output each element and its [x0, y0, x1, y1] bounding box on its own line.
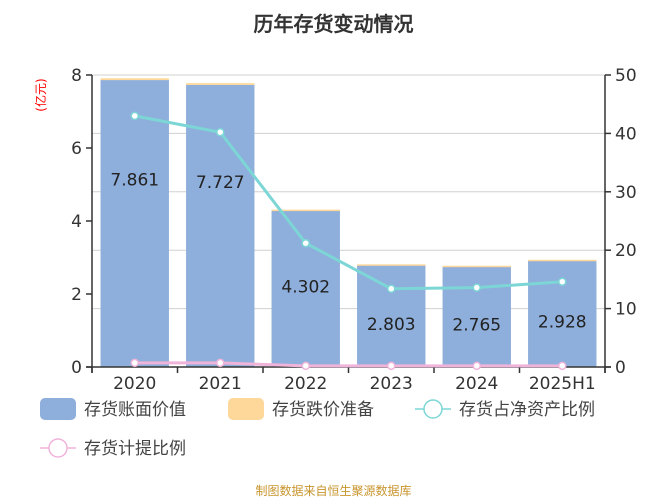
bar-book-value	[357, 264, 426, 367]
right-tick-label: 40	[615, 124, 637, 144]
bar-value-label: 2.765	[452, 316, 501, 336]
bar-book-value	[100, 80, 169, 368]
bar-impairment	[528, 259, 597, 262]
bar-impairment	[271, 209, 340, 212]
data-point	[130, 111, 139, 121]
legend-item[interactable]: 存货计提比例	[40, 438, 186, 459]
bar-value-label: 2.928	[538, 313, 587, 333]
data-point	[216, 127, 225, 137]
bar-value-label: 7.727	[196, 173, 245, 193]
left-tick-label: 2	[71, 285, 82, 305]
source-footer: 制图数据来自恒生聚源数据库	[255, 484, 412, 498]
right-tick-label: 0	[615, 358, 626, 378]
x-tick-label: 2021	[199, 374, 242, 394]
data-point	[558, 361, 567, 371]
left-axis-unit: (亿元)	[33, 78, 48, 111]
right-tick-label: 10	[615, 300, 637, 320]
bar-impairment	[442, 265, 511, 268]
bar-book-value	[442, 266, 511, 367]
bar-impairment	[186, 83, 255, 85]
legend-label: 存货占净资产比例	[459, 400, 595, 420]
chart-title: 历年存货变动情况	[253, 12, 414, 36]
legend-label: 存货计提比例	[84, 439, 186, 459]
legend-label: 存货账面价值	[84, 400, 186, 420]
line-inventory-net-asset-ratio	[134, 114, 563, 291]
data-point	[301, 361, 310, 371]
legend-swatch	[228, 398, 264, 420]
legend-swatch	[40, 398, 76, 420]
bar-value-label: 7.861	[110, 171, 159, 191]
left-tick-label: 8	[71, 66, 82, 86]
left-tick-label: 6	[71, 139, 82, 159]
chart-canvas: 7.861 7.727 4.302 2.803 2.765 2.928 0 2 4 6 8 0 10 20…	[33, 66, 667, 459]
x-tick-label: 2024	[455, 374, 498, 394]
data-point	[387, 284, 396, 293]
right-axis-unit: %	[665, 72, 667, 83]
legend-label: 存货跌价准备	[272, 400, 374, 420]
x-tick-label: 2022	[284, 374, 327, 394]
line-provision-ratio	[134, 361, 563, 368]
data-point	[130, 358, 139, 368]
bar-book-value	[271, 209, 340, 367]
right-tick-label: 30	[615, 183, 637, 203]
legend-circle-icon	[48, 438, 68, 458]
data-point	[558, 277, 567, 286]
bar-impairment	[100, 78, 169, 81]
data-point	[301, 238, 310, 248]
x-tick-label: 2025H1	[529, 374, 596, 394]
legend-item[interactable]: 存货跌价准备	[228, 398, 374, 420]
data-point	[472, 283, 481, 292]
right-tick-label: 20	[615, 241, 637, 261]
bar-impairment	[357, 264, 426, 266]
legend-circle-icon	[423, 399, 443, 419]
bar-value-label: 2.803	[367, 315, 416, 335]
left-tick-label: 0	[71, 358, 82, 378]
right-tick-label: 50	[615, 66, 637, 86]
data-point	[216, 358, 225, 368]
left-tick-label: 4	[71, 212, 82, 232]
data-point	[472, 361, 481, 371]
bar-value-label: 4.302	[281, 277, 330, 297]
legend-item[interactable]: 存货占净资产比例	[415, 399, 595, 420]
x-tick-label: 2020	[113, 374, 156, 394]
x-tick-label: 2023	[370, 374, 413, 394]
data-point	[387, 361, 396, 371]
legend-item[interactable]: 存货账面价值	[40, 398, 186, 420]
